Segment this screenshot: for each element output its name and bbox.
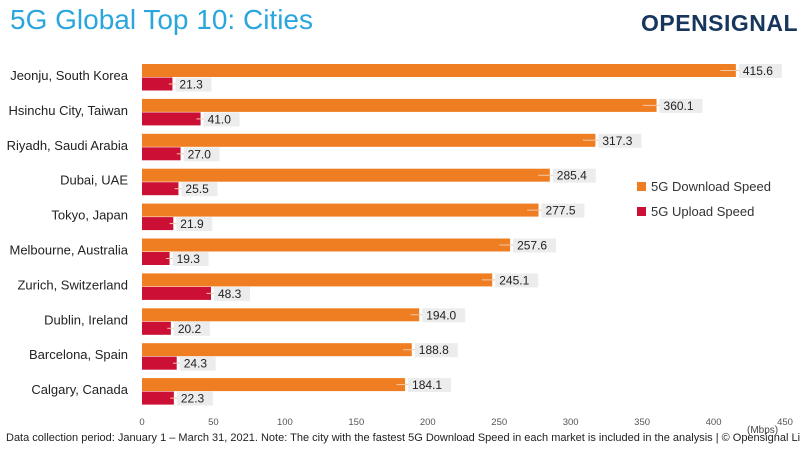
upload-value-label: 20.2 [178,322,202,336]
legend: 5G Download Speed 5G Upload Speed [637,178,771,228]
category-label: Barcelona, Spain [29,347,128,362]
download-bar [142,98,657,112]
x-tick-label: 0 [139,417,144,428]
download-bar [142,133,596,147]
legend-label-upload: 5G Upload Speed [651,204,755,219]
download-bar [142,378,406,392]
category-label: Hsinchu City, Taiwan [9,103,128,118]
category-label: Calgary, Canada [31,382,128,397]
download-bar [142,273,493,287]
category-label: Tokyo, Japan [51,208,128,223]
download-value-label: 360.1 [664,99,694,113]
upload-bar [142,112,201,126]
value-label-bg [175,77,212,92]
upload-bar [142,182,179,196]
value-label-bg [541,203,585,218]
download-bar [142,203,539,217]
value-label-bg [738,64,782,78]
upload-bar [142,321,171,335]
category-label: Dubai, UAE [60,173,128,188]
value-label-bg [172,252,209,266]
x-tick-label: 250 [491,417,507,428]
download-bar [142,168,550,182]
value-label-bg [513,238,557,253]
upload-value-label: 22.3 [181,392,205,406]
upload-value-label: 21.9 [180,217,204,231]
download-value-label: 245.1 [499,273,529,287]
value-label-bg [183,147,220,162]
legend-swatch-upload [637,207,646,216]
upload-bar [142,356,177,370]
value-label-bg [659,98,703,113]
value-label-bg [552,168,596,183]
category-label: Melbourne, Australia [9,243,128,258]
value-label-bg [214,286,251,301]
upload-value-label: 48.3 [218,287,242,301]
upload-bar [142,147,181,161]
upload-value-label: 25.5 [185,182,209,196]
category-label: Zurich, Switzerland [17,277,128,292]
upload-bar [142,217,174,231]
logo-text: OPENSIGNAL [641,10,799,36]
upload-value-label: 24.3 [184,357,208,371]
category-label: Jeonju, South Korea [10,68,129,83]
footnote: Data collection period: January 1 – Marc… [6,432,800,444]
x-tick-label: 100 [277,417,293,428]
upload-value-label: 41.0 [208,112,232,126]
x-tick-label: 450 [777,417,793,428]
chart-title: 5G Global Top 10: Cities [10,4,313,35]
opensignal-logo: OPENSIGNAL [641,10,798,37]
download-bar [142,238,511,252]
x-tick-label: 200 [420,417,436,428]
legend-item-download: 5G Download Speed [637,178,771,195]
value-label-bg [179,356,216,371]
category-label: Dublin, Ireland [44,312,128,327]
upload-value-label: 27.0 [188,147,212,161]
download-value-label: 257.6 [517,239,547,253]
value-label-bg [176,391,213,406]
axis-unit-label: (Mbps) [747,425,779,436]
x-tick-label: 50 [208,417,219,428]
download-value-label: 415.6 [743,64,773,78]
legend-item-upload: 5G Upload Speed [637,203,771,220]
category-label: Riyadh, Saudi Arabia [7,138,129,153]
value-label-bg [422,308,466,323]
download-value-label: 317.3 [602,134,632,148]
legend-label-download: 5G Download Speed [651,179,771,194]
value-label-bg [414,343,458,358]
upload-value-label: 19.3 [177,252,201,266]
value-label-bg [203,112,240,127]
download-bar [142,308,420,322]
download-value-label: 194.0 [426,308,456,322]
upload-bar [142,391,174,405]
download-bar [142,64,736,77]
value-label-bg [173,321,210,336]
value-label-bg [176,217,213,232]
x-tick-label: 300 [563,417,579,428]
upload-bar [142,286,212,300]
x-tick-label: 400 [706,417,722,428]
download-value-label: 285.4 [557,169,587,183]
download-value-label: 184.1 [412,378,442,392]
value-label-bg [408,378,452,393]
download-value-label: 188.8 [419,343,449,357]
x-tick-label: 150 [348,417,364,428]
value-label-bg [181,182,218,197]
legend-swatch-download [637,182,646,191]
upload-bar [142,252,170,265]
upload-bar [142,77,173,91]
upload-value-label: 21.3 [179,78,203,92]
download-value-label: 277.5 [546,204,576,218]
download-bar [142,343,412,357]
x-tick-label: 350 [634,417,650,428]
value-label-bg [495,273,539,288]
value-label-bg [598,133,642,148]
